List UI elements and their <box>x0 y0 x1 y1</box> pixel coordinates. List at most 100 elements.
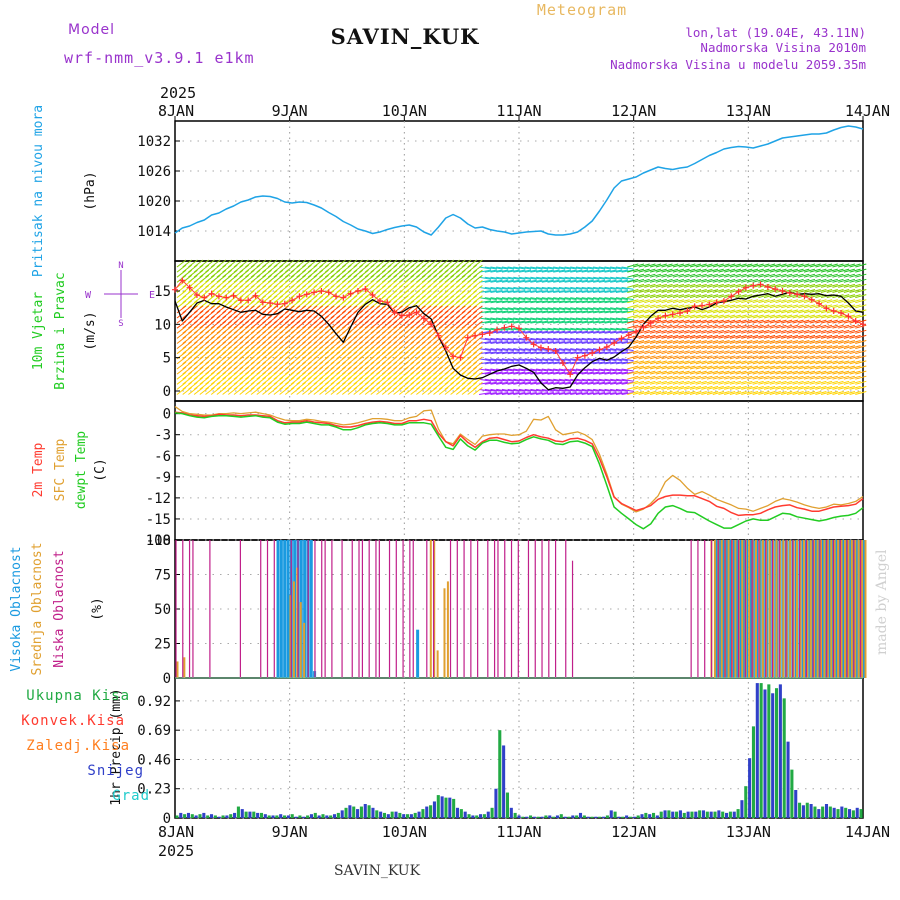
wind-barb <box>245 387 255 395</box>
wind-barb <box>678 385 690 390</box>
wind-gust-marker <box>757 281 764 288</box>
wind-barb <box>256 387 267 395</box>
wind-gust-marker <box>391 309 398 316</box>
precip-bar <box>552 816 556 818</box>
wind-barb <box>781 278 793 283</box>
wind-barb <box>518 330 532 334</box>
wind-gust-marker <box>252 292 259 299</box>
wind-barb <box>393 285 403 293</box>
wind-barb <box>324 325 335 334</box>
wind-barb <box>803 385 816 390</box>
wind-barb <box>193 336 204 344</box>
wind-barb <box>564 351 577 355</box>
wind-barb <box>655 370 667 375</box>
wind-barb <box>518 266 532 270</box>
wind-barb <box>262 361 272 370</box>
wind-barb <box>798 324 810 329</box>
wind-barb <box>284 325 295 334</box>
wind-barb <box>210 331 221 339</box>
wind-barb <box>484 381 497 385</box>
wind-barb <box>507 358 520 362</box>
wind-barb <box>404 290 415 298</box>
precip-bar <box>801 805 805 818</box>
wind-barb <box>507 381 520 385</box>
precip-bar <box>709 811 713 818</box>
wind-barb <box>256 346 267 355</box>
wind-barb <box>678 278 690 283</box>
cloud-bar <box>713 540 716 678</box>
wind-gust-marker <box>581 352 588 359</box>
wind-barb <box>490 286 503 290</box>
wind-barb <box>558 337 571 341</box>
wind-barb <box>575 290 589 293</box>
precip-bar <box>482 814 486 818</box>
wind-barb <box>336 264 346 273</box>
wind-barb <box>450 320 460 329</box>
wind-barb <box>245 366 255 375</box>
wind-barb <box>450 285 460 293</box>
precip-bar <box>375 810 379 818</box>
wind-barb <box>421 259 432 268</box>
wind-barb <box>758 329 770 334</box>
wind-barb <box>233 361 244 370</box>
wind-barb <box>781 340 793 344</box>
precip-legend-entry: Ukupna Kisa <box>26 688 130 704</box>
precip-bar <box>336 812 340 818</box>
wind-barb <box>695 334 707 339</box>
wind-barb <box>735 365 747 370</box>
wind-barb <box>610 348 623 352</box>
wind-gust-marker <box>435 332 442 339</box>
wind-barb <box>610 300 623 304</box>
wind-barb <box>250 356 261 365</box>
wind-barb <box>364 346 375 355</box>
wind-barb <box>176 382 187 390</box>
wind-barb <box>245 361 255 370</box>
wind-barb <box>809 345 821 350</box>
wind-barb <box>381 336 392 344</box>
wind-barb <box>587 330 600 334</box>
wind-barb <box>593 297 606 301</box>
wind-barb <box>706 370 719 375</box>
wind-barb <box>507 297 520 301</box>
wind-barb <box>507 276 520 280</box>
wind-barb <box>290 300 301 309</box>
wind-barb <box>262 341 272 349</box>
wind-barb <box>296 285 307 293</box>
wind-barb <box>193 290 204 298</box>
wind-barb <box>849 345 861 350</box>
wind-barb <box>387 387 398 395</box>
wind-barb <box>341 274 352 283</box>
wind-barb <box>404 315 415 324</box>
wind-barb <box>410 371 421 380</box>
wind-barb <box>307 325 318 334</box>
precip-bar <box>851 810 855 818</box>
wind-barb <box>479 337 492 341</box>
wind-barb <box>490 276 503 280</box>
model-elevation-label: Nadmorska Visina u modelu 2059.35m <box>610 57 866 72</box>
compass-e-label: E <box>149 290 155 301</box>
meteogram-label: Meteogram <box>537 1 627 19</box>
precip-bar <box>463 811 467 818</box>
wind-barb <box>450 315 460 324</box>
wind-barb <box>798 360 810 365</box>
wind-barb <box>210 341 221 349</box>
wind-barb <box>541 307 554 311</box>
wind-barb <box>404 341 415 349</box>
wind-barb <box>307 305 318 314</box>
wind-barb <box>290 366 301 375</box>
wind-barb <box>273 361 284 370</box>
wind-barb <box>655 299 667 304</box>
wind-barb <box>513 276 526 280</box>
wind-barb <box>820 340 833 344</box>
wind-barb <box>803 370 816 375</box>
wind-barb <box>684 278 696 283</box>
precip-bar <box>763 689 767 818</box>
wind-barb <box>735 370 747 375</box>
wind-gust-marker <box>698 302 705 309</box>
wind-barb <box>473 346 483 355</box>
wind-barb <box>290 356 301 365</box>
wind-barb <box>239 285 250 293</box>
wind-barb <box>689 365 702 370</box>
wind-barb <box>267 269 278 278</box>
wind-barb <box>695 340 707 344</box>
